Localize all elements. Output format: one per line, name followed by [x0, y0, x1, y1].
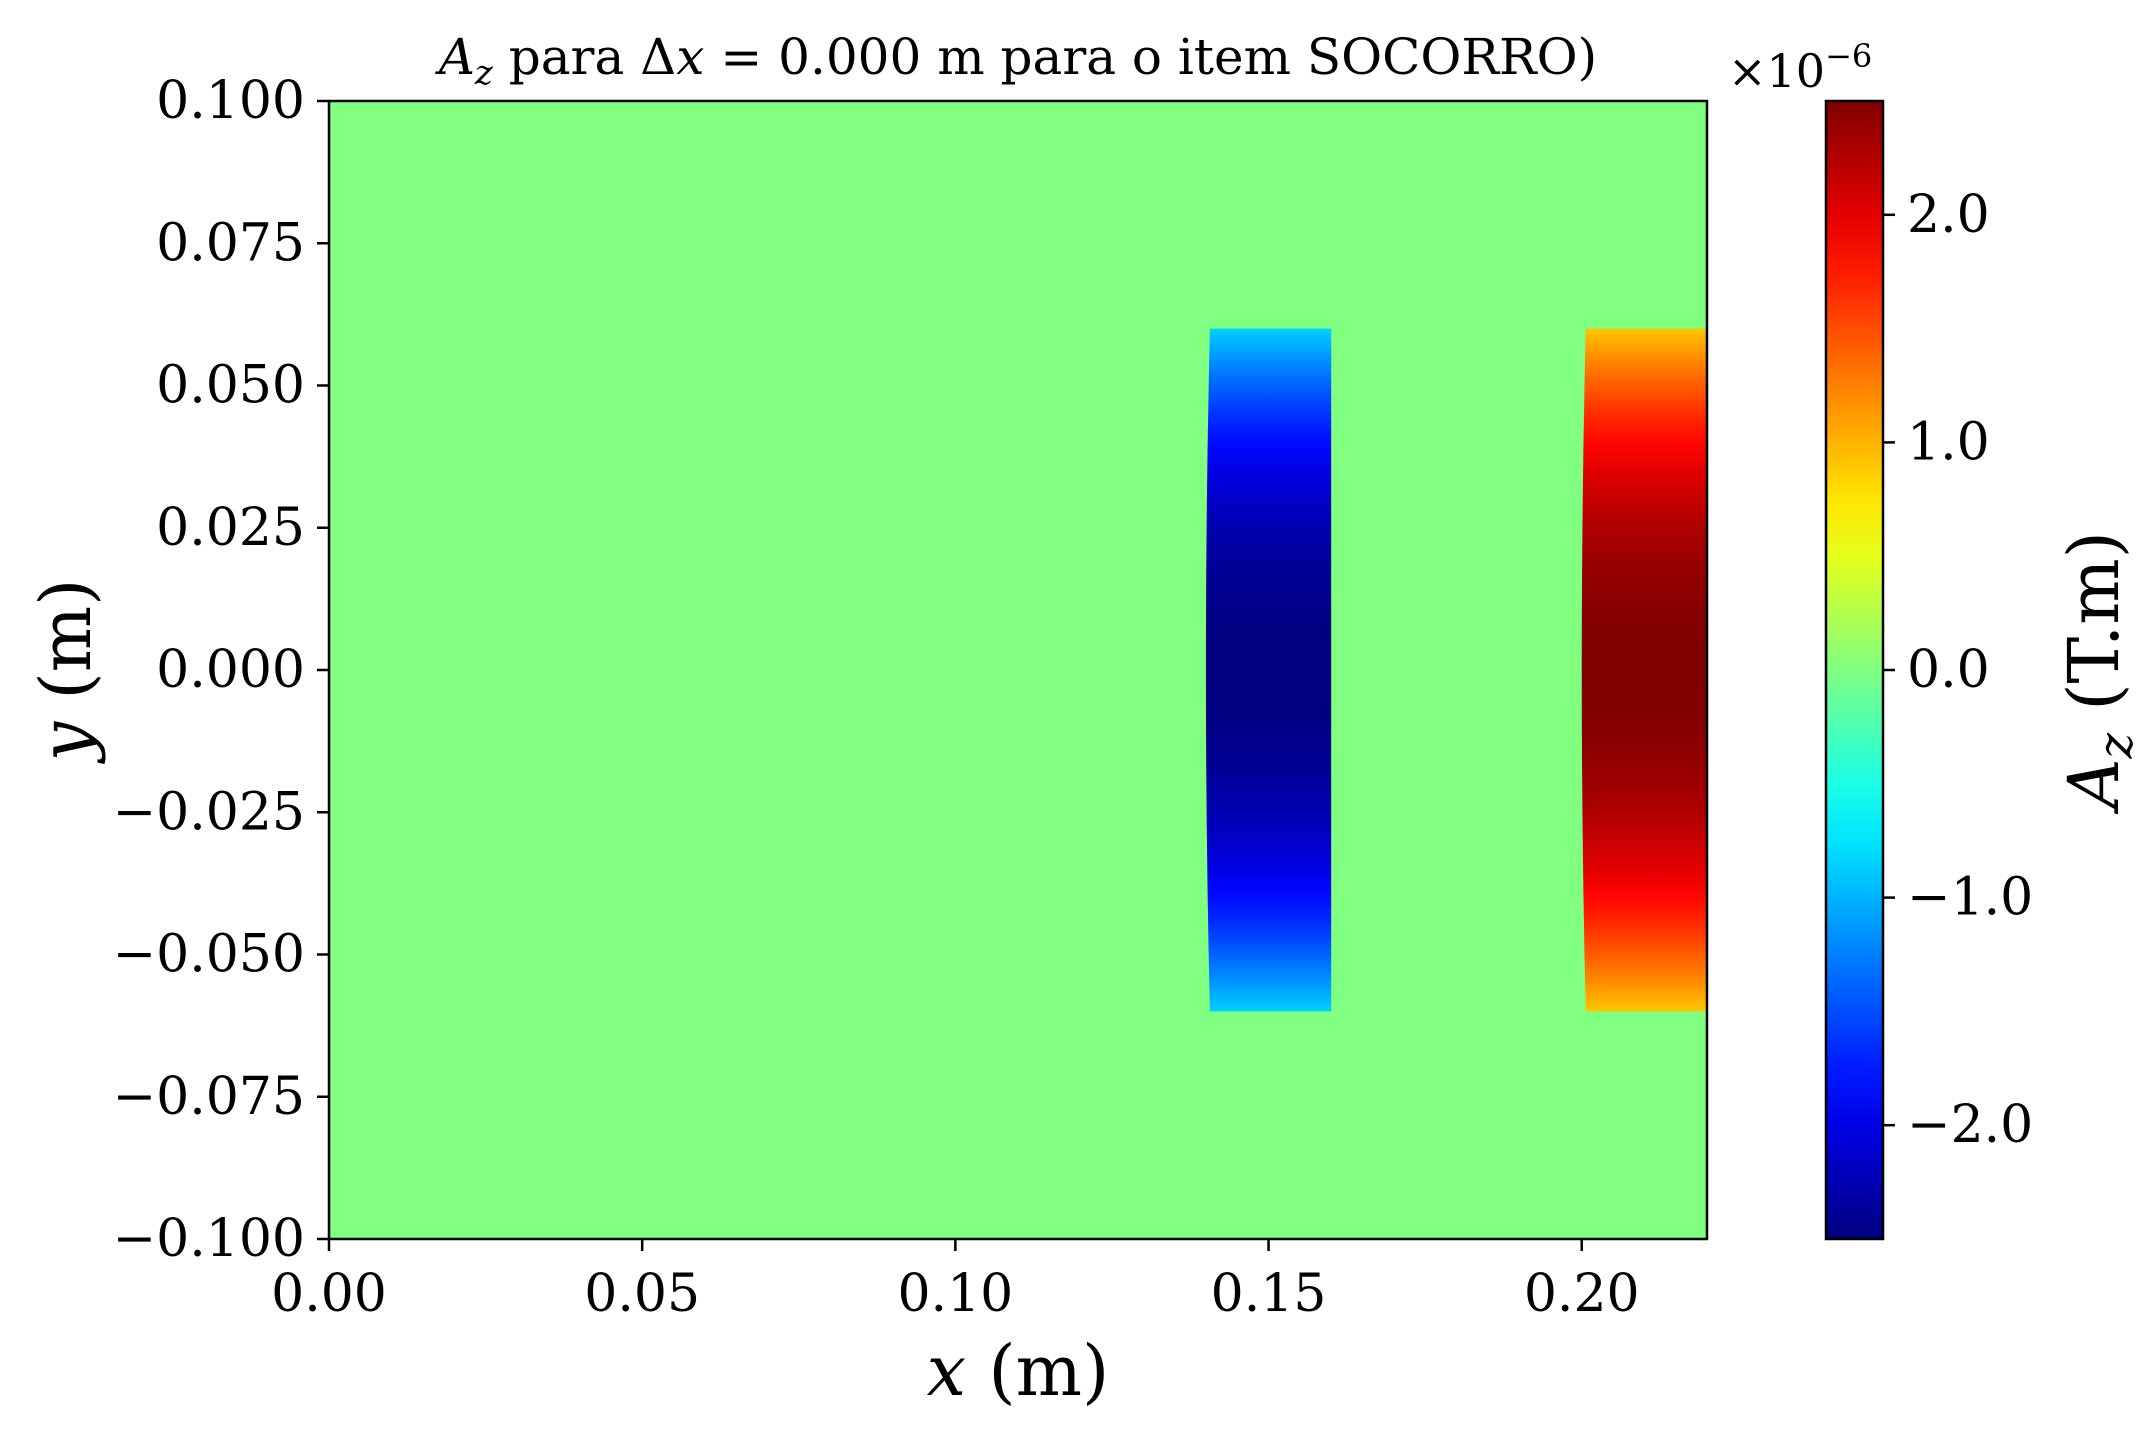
y-tick-label: 0.075	[156, 213, 305, 273]
y-tick-label: 0.025	[156, 498, 305, 558]
x-tick-label: 0.00	[271, 1264, 387, 1324]
colorbar-offset-text: ×10−6	[1728, 37, 1872, 98]
x-tick-label: 0.05	[584, 1264, 700, 1324]
x-tick-label: 0.20	[1524, 1264, 1640, 1324]
y-axis-ticks: 0.100 0.075 0.050 0.025 0.000 −0.025 −0.050 −0.…	[113, 71, 329, 1269]
colorbar-tick-label: −1.0	[1907, 868, 2033, 928]
plot-area	[329, 101, 1707, 1239]
y-tick-label: 0.000	[156, 640, 305, 700]
y-tick-label: 0.050	[156, 356, 305, 416]
colorbar-tick-label: −2.0	[1907, 1095, 2033, 1155]
colorbar-ticks: 2.0 1.0 0.0 −1.0 −2.0	[1883, 185, 2033, 1155]
colorbar-tick-label: 0.0	[1907, 640, 1990, 700]
colorbar-label: Az (T.m)	[2053, 531, 2143, 815]
heatmap-background	[329, 101, 1707, 1239]
region-negative	[1205, 328, 1332, 1012]
colorbar: 2.0 1.0 0.0 −1.0 −2.0 ×10−6 Az (T.m)	[1728, 37, 2143, 1241]
y-tick-label: −0.050	[113, 925, 305, 985]
colorbar-tick-label: 1.0	[1907, 412, 1990, 472]
y-tick-label: −0.075	[113, 1067, 305, 1127]
y-tick-label: 0.100	[156, 71, 305, 131]
colorbar-tick-label: 2.0	[1907, 185, 1990, 245]
x-axis-ticks: 0.00 0.05 0.10 0.15 0.20	[271, 1239, 1640, 1324]
y-tick-label: −0.025	[113, 782, 305, 842]
x-tick-label: 0.15	[1211, 1264, 1327, 1324]
y-axis-label: y (m)	[25, 579, 107, 765]
chart-title: Az para Δx = 0.000 m para o item SOCORRO…	[435, 28, 1597, 93]
region-positive	[1581, 328, 1707, 1012]
y-tick-label: −0.100	[113, 1209, 305, 1269]
x-axis-label: x (m)	[927, 1330, 1110, 1412]
x-tick-label: 0.10	[897, 1264, 1013, 1324]
colorbar-gradient	[1824, 99, 1885, 1241]
